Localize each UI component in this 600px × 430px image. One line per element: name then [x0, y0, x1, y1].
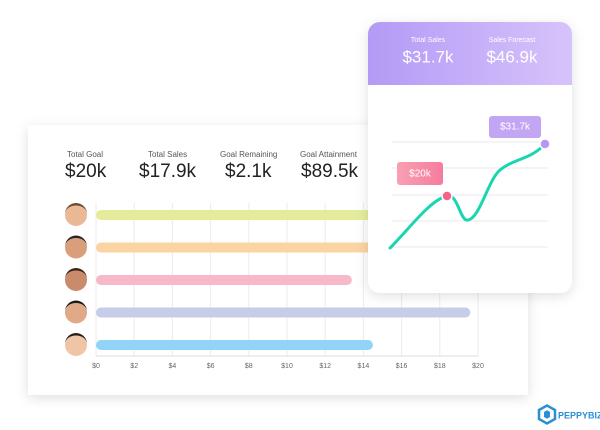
stat-label: Total Sales	[411, 37, 446, 44]
x-tick-label: $4	[169, 363, 177, 370]
x-tick-label: $12	[319, 363, 331, 370]
metric-value: $17.9k	[139, 161, 197, 182]
metric-value: $89.5k	[301, 161, 359, 182]
metric-label: Total Sales	[148, 150, 187, 159]
point-label: $31.7k	[500, 122, 531, 133]
metric-label: Goal Attainment	[300, 150, 358, 159]
metric-value: $20k	[65, 161, 107, 182]
avatar-hair	[65, 333, 87, 344]
forecast-line	[388, 142, 547, 250]
x-tick-label: $0	[92, 363, 100, 370]
metrics: Total Goal $20k Total Sales $17.9k Goal …	[65, 150, 359, 182]
metric-value: $2.1k	[225, 161, 272, 182]
point-label-bg	[489, 116, 541, 138]
point	[441, 190, 453, 202]
metric-label: Goal Remaining	[220, 150, 277, 159]
card-bg	[368, 22, 572, 293]
x-tick-label: $18	[434, 363, 446, 370]
x-tick-label: $10	[281, 363, 293, 370]
avatar-hair	[65, 300, 87, 312]
avatar-hair	[65, 268, 87, 279]
bar	[96, 210, 421, 220]
point-label-bg	[397, 162, 443, 185]
bar-chart: $0 $2 $4 $6 $8 $10 $12 $14 $16 $18 $20	[65, 203, 484, 370]
logo-text: PEPPYBIZ	[558, 410, 600, 420]
forecast-card: Total Sales $31.7k Sales Forecast $46.9k…	[368, 22, 572, 293]
point	[539, 138, 551, 150]
avatar	[65, 334, 87, 356]
x-tick-label: $2	[130, 363, 138, 370]
point-label: $20k	[409, 169, 432, 180]
x-tick-label: $20	[472, 363, 484, 370]
stat-label: Sales Forecast	[489, 37, 536, 44]
avatar	[65, 269, 87, 291]
x-tick-label: $16	[396, 363, 408, 370]
avatar	[65, 204, 87, 226]
bar	[96, 307, 471, 318]
x-tick-label: $8	[245, 363, 253, 370]
stat-value: $31.7k	[402, 47, 454, 66]
avatar	[65, 301, 87, 324]
avatar-hair	[65, 203, 87, 214]
avatar	[65, 236, 87, 259]
card-header	[368, 22, 572, 85]
logo: PEPPYBIZ	[537, 404, 600, 425]
bar	[96, 340, 373, 350]
x-tick-label: $14	[358, 363, 370, 370]
bar	[96, 242, 383, 253]
x-tick-label: $6	[207, 363, 215, 370]
bar	[96, 275, 352, 285]
avatar-hair	[65, 235, 87, 247]
metric-label: Total Goal	[67, 150, 103, 159]
stat-value: $46.9k	[486, 47, 538, 66]
